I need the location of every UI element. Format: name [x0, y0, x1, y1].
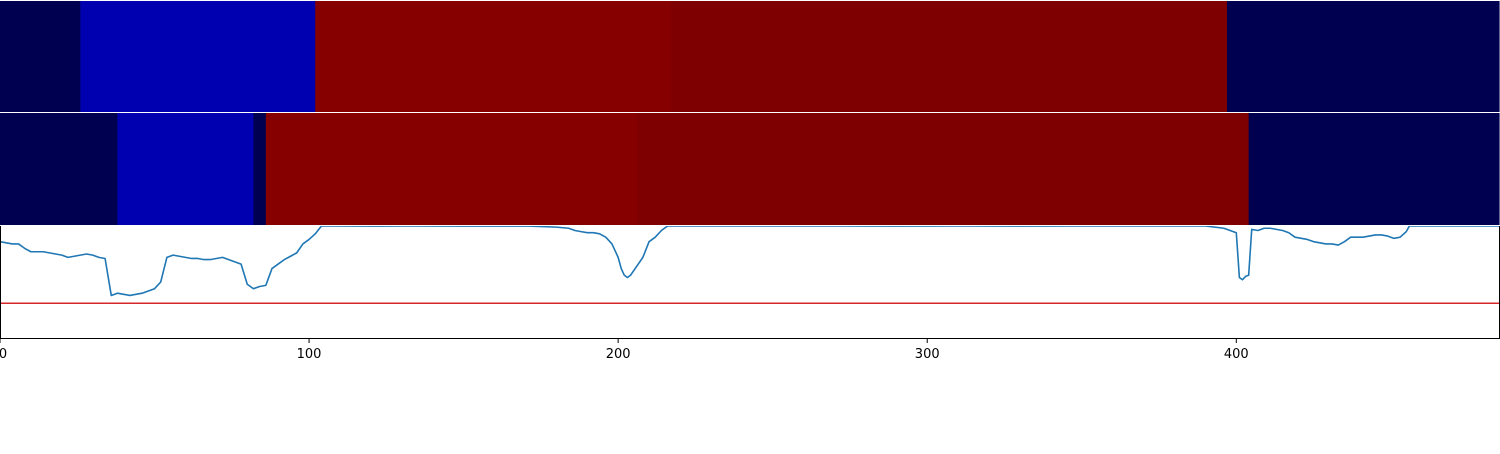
heatmap-bottom-segment-5 [1248, 113, 1500, 225]
heatmap-top-segment-4 [1227, 1, 1500, 112]
heatmap-top-segment-3 [670, 1, 1228, 112]
heatmap-bottom-segment-4 [636, 113, 1250, 225]
x-tick-label-400: 400 [1224, 347, 1249, 362]
heatmap-bottom-segment-2 [253, 113, 267, 225]
heatmap-bottom [0, 113, 1500, 225]
heatmap-top-segment-1 [80, 1, 316, 112]
x-tick-label-300: 300 [915, 347, 940, 362]
heatmap-bottom-segment-0 [0, 113, 119, 225]
heatmap-top [0, 1, 1500, 112]
heatmap-bottom-segment-1 [117, 113, 255, 225]
x-tick-label-200: 200 [606, 347, 631, 362]
x-tick-label-100: 100 [297, 347, 322, 362]
line-panel: 0 100 200 300 400 [0, 226, 1500, 362]
x-tick-label-0: 0 [0, 347, 7, 362]
heatmap-top-segment-2 [315, 1, 672, 112]
x-axis: 0 100 200 300 400 [0, 338, 1249, 362]
series-line-0 [0, 226, 1499, 297]
heatmap-top-segment-0 [0, 1, 81, 112]
heatmap-bottom-segment-3 [265, 113, 638, 225]
